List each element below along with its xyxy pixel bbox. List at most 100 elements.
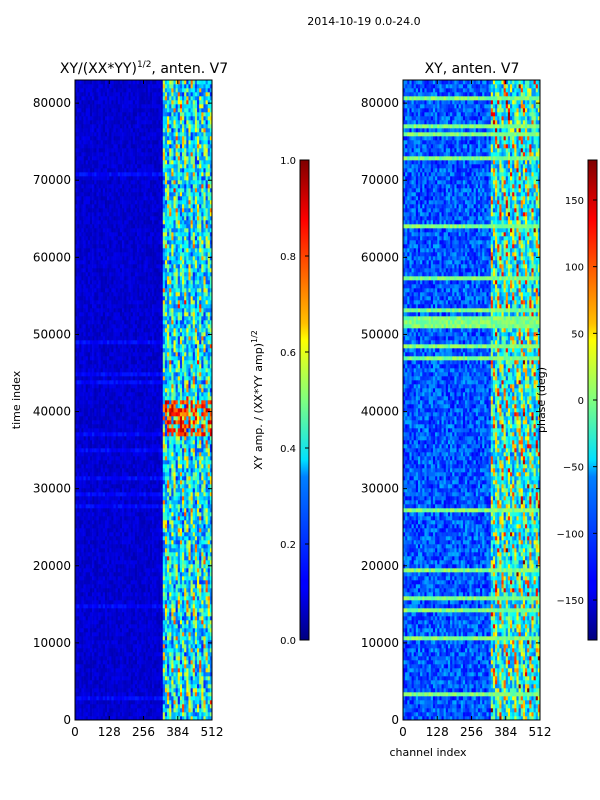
heatmap-cell (134, 472, 138, 477)
heatmap-cell (79, 492, 82, 497)
heatmap-cell (115, 528, 119, 533)
heatmap-cell (117, 656, 121, 661)
heatmap-cell (100, 456, 104, 461)
heatmap-cell (145, 484, 149, 489)
heatmap-cell (158, 496, 161, 501)
heatmap-cell (147, 460, 151, 465)
heatmap-cell (139, 420, 142, 425)
heatmap-cell (126, 648, 129, 653)
heatmap-cell (94, 496, 97, 501)
heatmap-cell (107, 464, 110, 469)
heatmap-cell (81, 620, 84, 625)
heatmap-cell (130, 596, 134, 601)
heatmap-cell (89, 632, 93, 637)
heatmap-cell (81, 540, 84, 545)
heatmap-cell (199, 528, 202, 533)
heatmap-cell (102, 420, 106, 425)
heatmap-cell (173, 680, 176, 685)
heatmap-cell (132, 460, 136, 465)
heatmap-cell (205, 616, 209, 621)
heatmap-cell (164, 600, 168, 605)
heatmap-cell (171, 524, 174, 529)
heatmap-cell (117, 412, 121, 417)
heatmap-cell (143, 580, 146, 585)
heatmap-cell (197, 600, 200, 605)
heatmap-cell (156, 672, 159, 677)
heatmap-cell (102, 584, 106, 589)
heatmap-cell (201, 448, 204, 453)
heatmap-cell (77, 592, 80, 597)
heatmap-cell (177, 600, 181, 605)
heatmap-cell (175, 444, 179, 449)
heatmap-cell (83, 544, 86, 549)
heatmap-cell (100, 656, 104, 661)
heatmap-cell (171, 628, 174, 633)
heatmap-cell (199, 520, 202, 525)
heatmap-cell (81, 552, 84, 557)
heatmap-cell (104, 636, 108, 641)
heatmap-cell (154, 464, 157, 469)
heatmap-cell (177, 652, 181, 657)
heatmap-cell (79, 512, 82, 517)
heatmap-cell (194, 552, 198, 557)
heatmap-cell (113, 436, 116, 441)
heatmap-cell (209, 584, 212, 589)
heatmap-cell (79, 428, 82, 433)
heatmap-cell (207, 460, 211, 465)
heatmap-cell (89, 440, 93, 445)
heatmap-cell (141, 444, 144, 449)
heatmap-cell (83, 656, 86, 661)
heatmap-cell (113, 716, 116, 720)
heatmap-cell (92, 680, 95, 685)
heatmap-cell (164, 508, 168, 513)
heatmap-cell (107, 552, 110, 557)
heatmap-cell (104, 572, 108, 577)
heatmap-cell (199, 572, 202, 577)
heatmap-cell (207, 684, 211, 689)
heatmap-cell (184, 692, 187, 697)
heatmap-cell (190, 672, 194, 677)
heatmap-cell (199, 568, 202, 573)
heatmap-cell (139, 708, 142, 713)
heatmap-cell (109, 680, 112, 685)
heatmap-cell (152, 648, 155, 653)
heatmap-cell (164, 564, 168, 569)
heatmap-cell (100, 604, 104, 609)
heatmap-cell (115, 572, 119, 577)
heatmap-cell (171, 652, 174, 657)
heatmap-cell (77, 612, 80, 617)
heatmap-cell (152, 496, 155, 501)
heatmap-cell (141, 424, 144, 429)
heatmap-cell (203, 600, 206, 605)
heatmap-cell (201, 484, 204, 489)
heatmap-cell (192, 444, 196, 449)
heatmap-cell (117, 448, 121, 453)
heatmap-cell (79, 508, 82, 513)
heatmap-cell (132, 576, 136, 581)
heatmap-cell (184, 452, 187, 457)
heatmap-cell (119, 648, 123, 653)
heatmap-cell (117, 472, 121, 477)
heatmap-cell (96, 568, 99, 573)
heatmap-cell (162, 428, 166, 433)
heatmap-cell (177, 656, 181, 661)
heatmap-cell (98, 688, 101, 693)
heatmap-cell (192, 544, 196, 549)
heatmap-cell (130, 700, 134, 705)
heatmap-cell (156, 644, 159, 649)
heatmap-cell (111, 648, 114, 653)
heatmap-cell (115, 636, 119, 641)
heatmap-cell (164, 596, 168, 601)
heatmap-cell (79, 580, 82, 585)
heatmap-cell (137, 532, 140, 537)
heatmap-cell (85, 600, 89, 605)
heatmap-cell (83, 608, 86, 613)
heatmap-cell (134, 640, 138, 645)
heatmap-cell (113, 488, 116, 493)
heatmap-cell (87, 660, 91, 665)
heatmap-cell (197, 632, 200, 637)
heatmap-cell (184, 420, 187, 425)
heatmap-cell (113, 636, 116, 641)
heatmap-cell (122, 708, 125, 713)
heatmap-cell (83, 480, 86, 485)
